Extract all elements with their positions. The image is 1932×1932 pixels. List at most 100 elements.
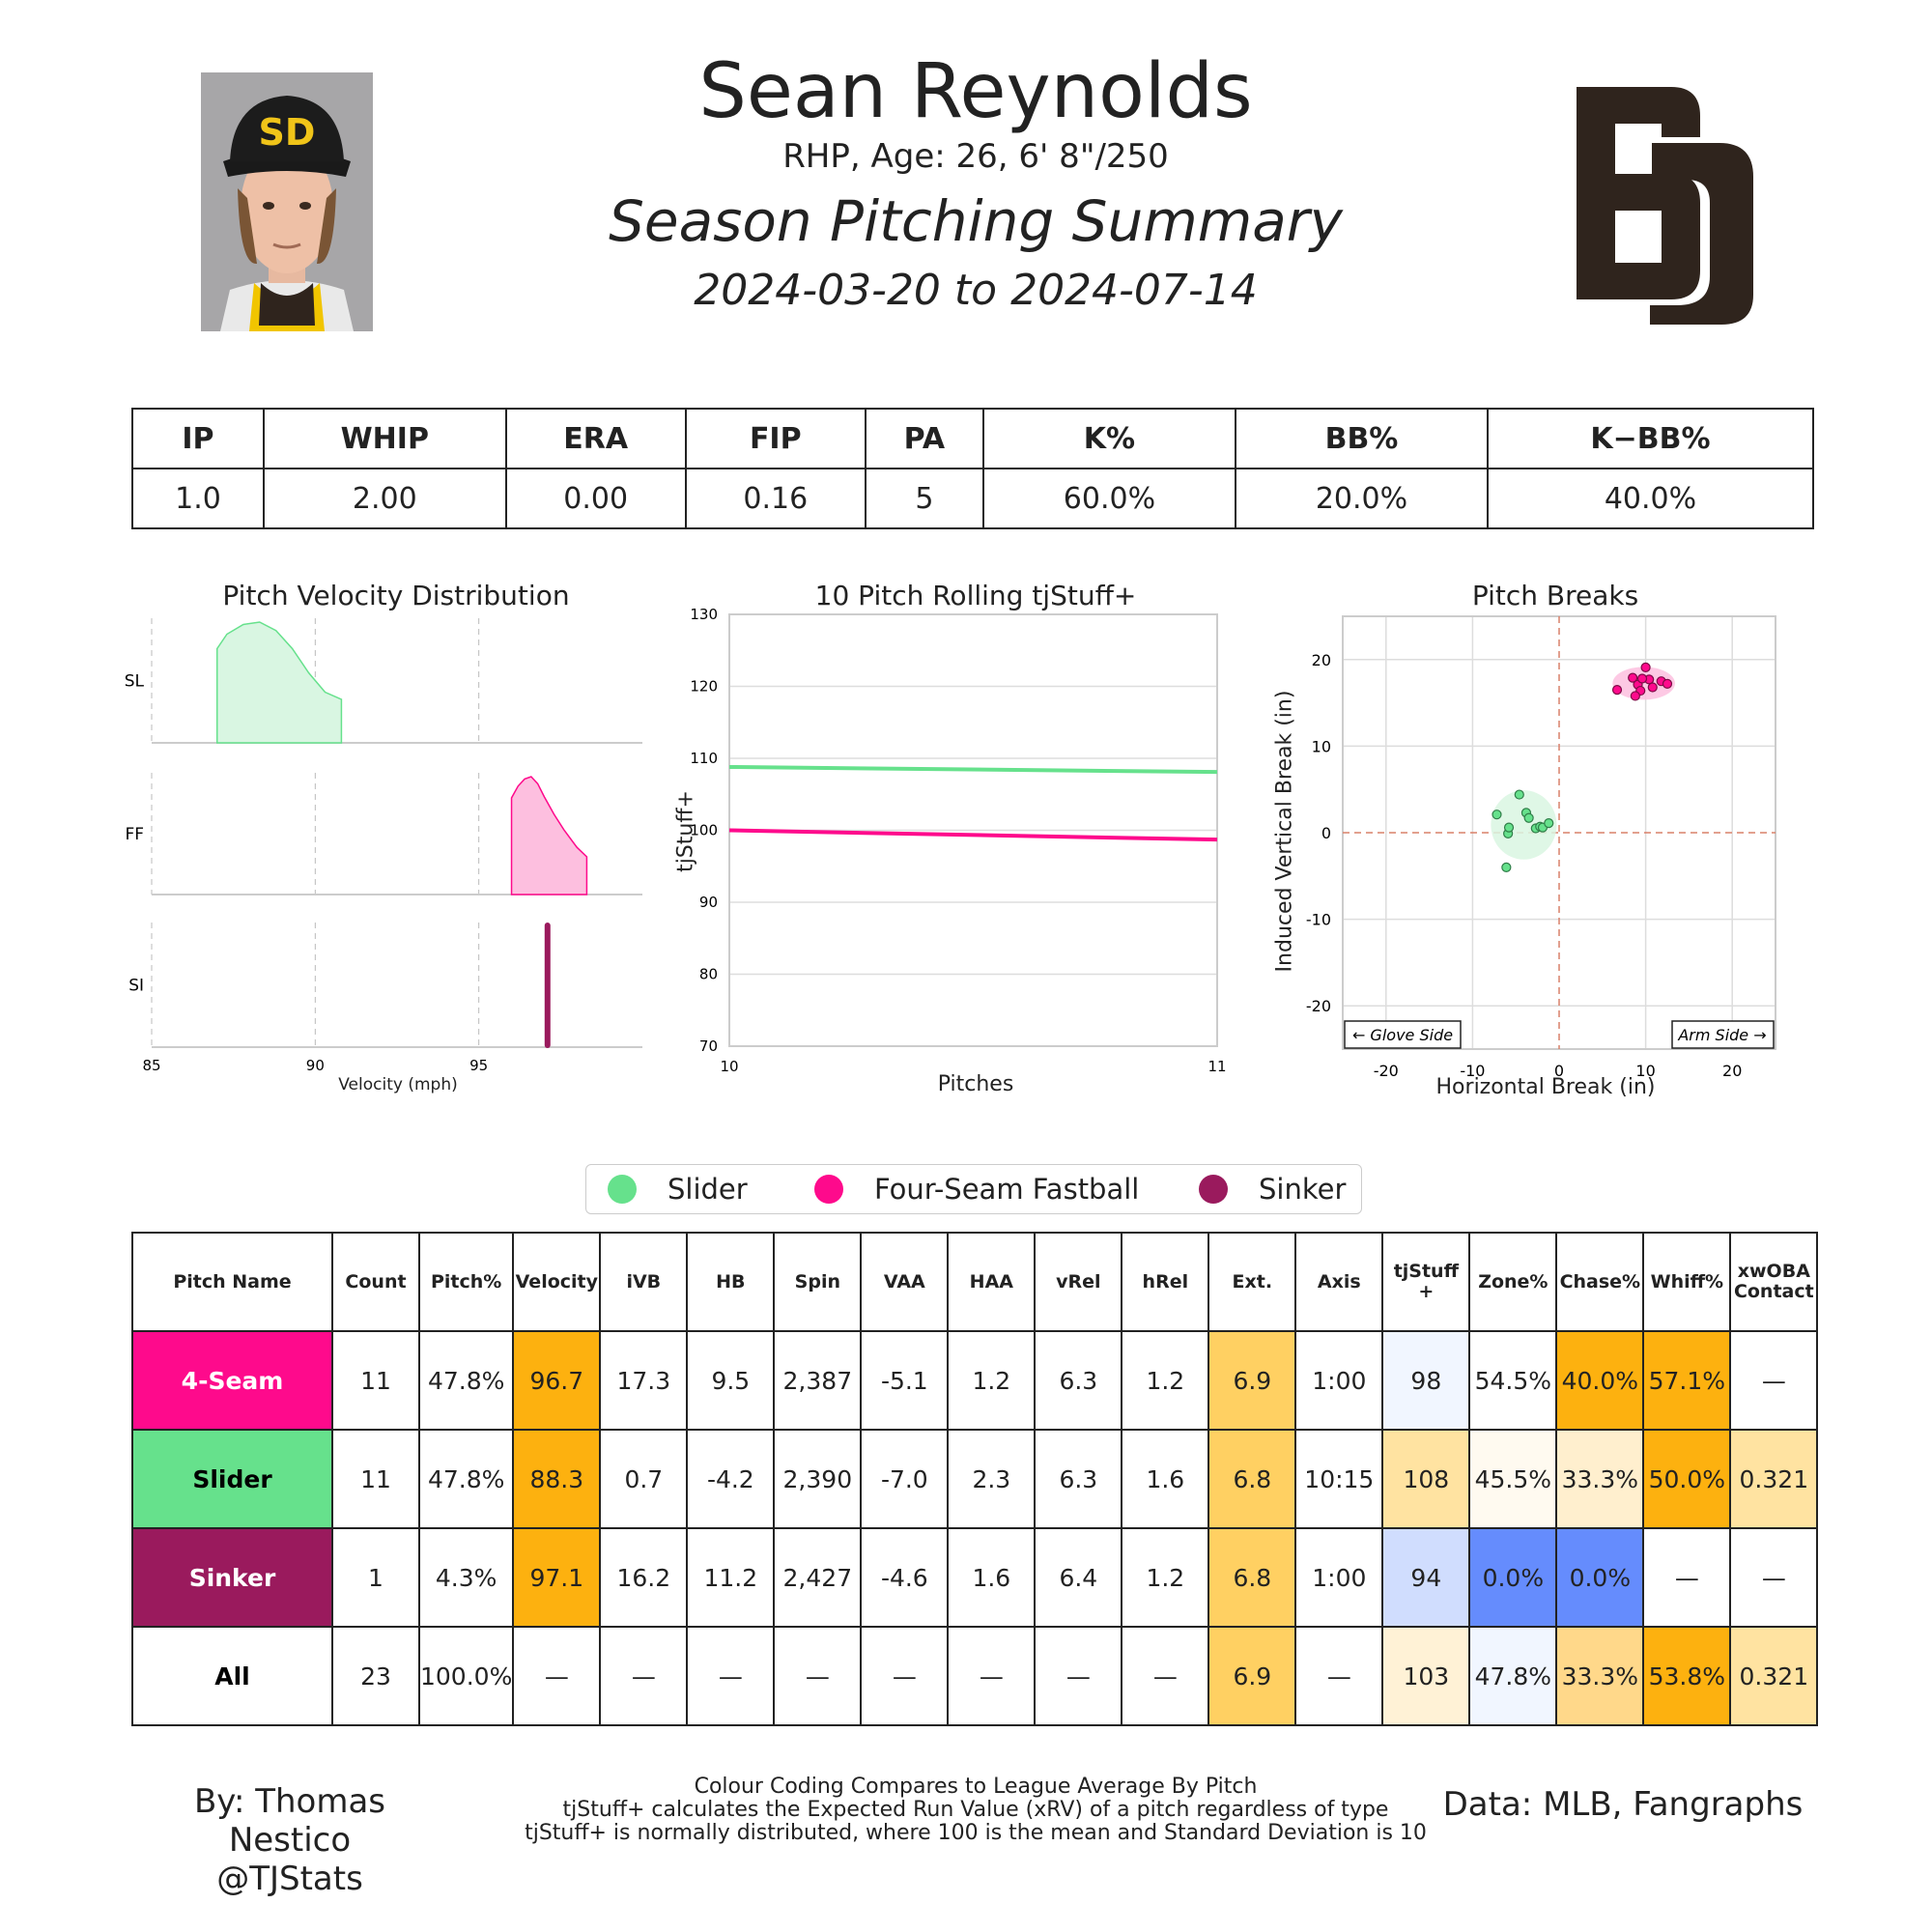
stat-header: ERA: [504, 408, 687, 469]
arm-side-label: Arm Side →: [1677, 1026, 1766, 1044]
pitch-metric-cell: 100.0%: [417, 1626, 515, 1726]
slider-break-point: [1544, 818, 1554, 829]
pitch-metric-cell: 108: [1381, 1429, 1471, 1529]
pitch-metric-cell: 2.3: [947, 1429, 1037, 1529]
pitch-metric-cell: 1.2: [947, 1330, 1037, 1431]
pitch-metric-cell: 54.5%: [1468, 1330, 1558, 1431]
rolling-y-tick: 100: [690, 822, 718, 839]
pitch-metric-cell: 0.7: [599, 1429, 689, 1529]
pitch-metric-cell: —: [686, 1626, 776, 1726]
pitch-metric-cell: 17.3: [599, 1330, 689, 1431]
report-title: Season Pitching Summary: [609, 188, 1343, 254]
pitch-metric-cell: 97.1: [512, 1527, 602, 1628]
pitch-metric-cell: 47.8%: [417, 1330, 515, 1431]
footer-note: Colour Coding Compares to League Average…: [694, 1775, 1258, 1799]
stat-value: 0.16: [684, 468, 867, 529]
pitch-metric-cell: 11.2: [686, 1527, 776, 1628]
slider-swatch: [608, 1175, 637, 1204]
stat-header: K−BB%: [1487, 408, 1814, 469]
pitch-table-column-header: xwOBA Contact: [1729, 1232, 1819, 1332]
stat-value: 40.0%: [1487, 468, 1814, 529]
pitch-metric-cell: 10:15: [1294, 1429, 1384, 1529]
pitch-table-column-header: Spin: [773, 1232, 863, 1332]
pitch-table-column-header: hRel: [1121, 1232, 1210, 1332]
velocity-chart-title: Pitch Velocity Distribution: [222, 580, 570, 611]
legend-label: Sinker: [1259, 1173, 1347, 1206]
pitch-metric-cell: 45.5%: [1468, 1429, 1558, 1529]
pitch-metric-cell: 6.3: [1034, 1330, 1123, 1431]
fourseam-break-point: [1640, 662, 1651, 672]
velocity-x-label: Velocity (mph): [338, 1075, 458, 1094]
pitch-metric-cell: -4.6: [860, 1527, 950, 1628]
fourseam-swatch: [814, 1175, 843, 1204]
slider-break-point: [1501, 862, 1512, 872]
pitch-table-column-header: HB: [686, 1232, 776, 1332]
player-photo: SD: [201, 72, 373, 331]
pitch-name-cell: All: [131, 1626, 333, 1726]
rolling-y-tick: 80: [699, 966, 718, 983]
pitch-table-column-header: vRel: [1034, 1232, 1123, 1332]
pitch-metric-cell: 47.8%: [1468, 1626, 1558, 1726]
pitch-name-cell: 4-Seam: [131, 1330, 333, 1431]
breaks-x-tick: 0: [1554, 1062, 1564, 1080]
footer-note: tjStuff+ is normally distributed, where …: [525, 1821, 1427, 1845]
velocity-row-label: SI: [128, 977, 144, 996]
velocity-tick-label: 90: [306, 1057, 325, 1074]
pitch-table-column-header: Axis: [1294, 1232, 1384, 1332]
stat-header: K%: [981, 408, 1236, 469]
pitch-table-row: Slider 11 47.8% 88.3 0.7 -4.2 2,390 -7.0 2.3 6.3 1…: [131, 1429, 1819, 1529]
pitch-table-column-header: Velocity: [512, 1232, 602, 1332]
legend-item-slider: Slider: [608, 1165, 748, 1213]
fourseam-break-point: [1628, 672, 1638, 683]
pitch-metric-cell: 9.5: [686, 1330, 776, 1431]
breaks-chart-title: Pitch Breaks: [1471, 580, 1639, 611]
pitch-metric-cell: 11: [331, 1429, 420, 1529]
pitch-metric-cell: -5.1: [860, 1330, 950, 1431]
sinker-swatch: [1199, 1175, 1228, 1204]
breaks-plot-frame: [1342, 615, 1776, 1050]
pitch-metric-cell: 1.6: [947, 1527, 1037, 1628]
author-name: By: Thomas Nestico: [193, 1782, 386, 1860]
velocity-row-label: SL: [125, 672, 145, 692]
pitch-metric-cell: 1.2: [1121, 1330, 1210, 1431]
glove-side-box: [1344, 1020, 1462, 1049]
author-credit: By: Thomas Nestico @TJStats: [135, 1782, 444, 1898]
pitch-table-row: 4-Seam 11 47.8% 96.7 17.3 9.5 2,387 -5.1 1.2 6.3 1…: [131, 1330, 1819, 1431]
pitch-metric-cell: 1: [331, 1527, 420, 1628]
pitch-metric-cell: 98: [1381, 1330, 1471, 1431]
pitch-metric-cell: 103: [1381, 1626, 1471, 1726]
rolling-y-tick: 90: [699, 894, 718, 911]
slider-break-point: [1514, 789, 1524, 800]
pitch-metric-cell: -4.2: [686, 1429, 776, 1529]
breaks-y-tick: -10: [1306, 911, 1331, 929]
stat-value: 60.0%: [981, 468, 1236, 529]
pitch-metric-cell: 23: [331, 1626, 420, 1726]
pitch-table-row: All 23 100.0% — — — — — — — —6.9—103 47.8% 33.3% 53.8…: [131, 1626, 1819, 1726]
rolling-x-tick: 10: [720, 1058, 738, 1075]
pitch-metric-cell: 50.0%: [1642, 1429, 1732, 1529]
breaks-y-tick: 0: [1321, 824, 1331, 842]
arm-side-box: [1671, 1020, 1775, 1049]
pitch-metric-cell: 0.0%: [1555, 1527, 1645, 1628]
pitch-metric-cell: 53.8%: [1642, 1626, 1732, 1726]
pitch-metric-cell: -7.0: [860, 1429, 950, 1529]
pitch-table-column-header: Zone%: [1468, 1232, 1558, 1332]
pitch-table-column-header: HAA: [947, 1232, 1037, 1332]
rolling-y-tick: 110: [690, 750, 718, 767]
pitch-metric-cell: 47.8%: [417, 1429, 515, 1529]
date-range: 2024-03-20 to 2024-07-14: [694, 266, 1258, 315]
breaks-y-tick: 20: [1312, 651, 1331, 669]
pitch-metric-cell: 0.321: [1729, 1429, 1819, 1529]
fourseam-break-cloud: [1612, 667, 1675, 700]
slider-velocity-density: [215, 621, 343, 744]
stat-header: PA: [864, 408, 984, 469]
fourseam-break-point: [1630, 691, 1640, 701]
stats-value-row: 1.0 2.00 0.00 0.16 5 60.0% 20.0% 40.0%: [131, 468, 1814, 529]
stat-value: 1.0: [131, 468, 265, 529]
svg-text:SD: SD: [259, 111, 316, 154]
pitch-metric-cell: 0.321: [1729, 1626, 1819, 1726]
pitch-metric-cell: —: [947, 1626, 1037, 1726]
author-handle: @TJStats: [216, 1860, 363, 1898]
breaks-x-tick: -20: [1374, 1062, 1399, 1080]
pitch-metric-cell: —: [773, 1626, 863, 1726]
